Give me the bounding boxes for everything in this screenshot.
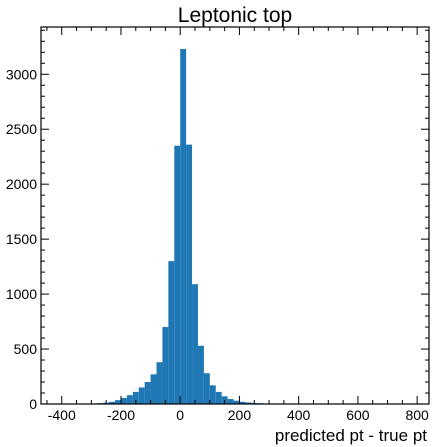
x-tick-label: -200 (107, 407, 135, 423)
histogram-bar (157, 362, 163, 404)
x-tick-label: 0 (176, 407, 184, 423)
histogram-bar (216, 392, 222, 404)
histogram-bar (210, 385, 216, 404)
x-tick-label: 400 (287, 407, 311, 423)
x-tick-label: -400 (48, 407, 76, 423)
x-tick-label: 200 (228, 407, 252, 423)
y-tick-label: 500 (14, 341, 38, 357)
histogram-bar (151, 374, 157, 404)
y-tick-label: 1000 (6, 286, 37, 302)
histogram-bar (198, 346, 204, 404)
histogram-bar (186, 145, 192, 404)
axis-ticks: -400 -200 0 200 400 600 800 0 500 1000 1500 2000 250… (6, 27, 429, 423)
y-tick-label: 1500 (6, 231, 37, 247)
histogram-bar (204, 373, 210, 404)
histogram-bar (174, 146, 180, 404)
x-axis-label: predicted pt - true pt (275, 426, 427, 445)
x-tick-label: 600 (346, 407, 370, 423)
histogram-bar (139, 388, 145, 404)
histogram-bar (162, 327, 168, 404)
y-tick-label: 2500 (6, 121, 37, 137)
histogram-bar (168, 261, 174, 404)
histogram-bar (228, 399, 234, 404)
histogram-bar (192, 284, 198, 404)
y-tick-label: 0 (29, 396, 37, 412)
chart-title: Leptonic top (178, 4, 292, 27)
histogram-bar (127, 395, 133, 404)
histogram-bar (121, 398, 127, 404)
y-tick-label: 2000 (6, 176, 37, 192)
histogram-bar (180, 49, 186, 404)
histogram-bar (145, 382, 151, 404)
plot-frame (41, 27, 429, 404)
x-tick-label: 800 (405, 407, 429, 423)
histogram-bars (91, 49, 281, 404)
y-tick-label: 3000 (6, 66, 37, 82)
